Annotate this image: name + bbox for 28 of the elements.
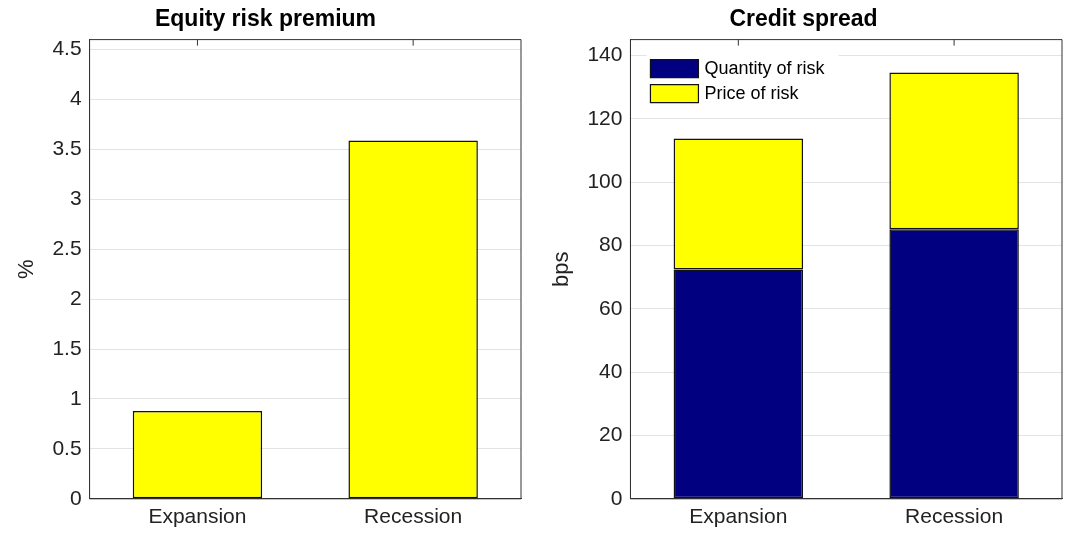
y-tick-label: 0.5 [52,435,82,459]
y-tick-label: 1 [69,385,82,409]
y-tick-label: 2.5 [52,236,82,260]
legend-label: Quantity of risk [704,57,826,78]
y-axis-title: % [13,259,39,279]
y-tick-label: 0 [69,485,82,509]
y-tick-label: 100 [587,168,623,192]
y-tick-label: 2 [69,285,82,309]
y-tick-label: 4 [69,86,82,110]
y-tick-label: 3.5 [52,136,82,160]
legend-label: Price of risk [704,82,800,103]
y-tick-label: 80 [599,232,623,256]
y-tick-label: 4.5 [52,36,82,60]
chart-title: Credit spread [729,5,878,32]
y-axis-title: bps [548,251,574,287]
y-tick-label: 1.5 [52,335,82,359]
x-tick-label: Expansion [689,504,788,528]
chart-title: Equity risk premium [154,5,377,32]
y-tick-label: 60 [599,295,623,319]
x-tick-label: Expansion [148,504,247,528]
y-tick-label: 20 [599,422,623,446]
y-tick-label: 120 [587,105,623,129]
y-tick-label: 3 [69,186,82,210]
y-tick-label: 140 [587,42,623,66]
y-tick-label: 0 [610,485,623,509]
y-tick-label: 40 [599,358,623,382]
x-tick-label: Recession [905,504,1004,528]
x-tick-label: Recession [364,504,463,528]
